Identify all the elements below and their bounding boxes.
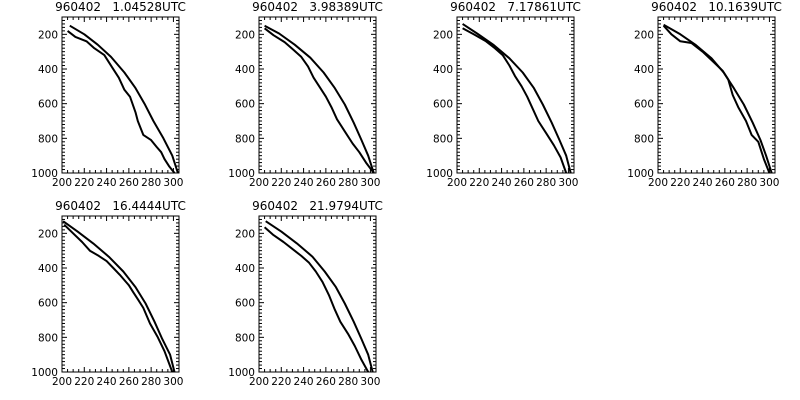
x-tick-label: 220 xyxy=(670,177,690,189)
x-tick-label: 220 xyxy=(74,376,94,388)
x-tick-label: 240 xyxy=(693,177,713,189)
panel-title: 960402 7.17861UTC xyxy=(450,0,581,14)
x-tick-label: 240 xyxy=(294,177,314,189)
y-tick-label: 200 xyxy=(634,29,654,41)
x-tick-label: 240 xyxy=(97,376,117,388)
series-line-smooth xyxy=(663,23,773,174)
x-tick-label: 300 xyxy=(558,177,578,189)
y-tick-label: 600 xyxy=(634,99,654,111)
y-tick-label: 800 xyxy=(38,332,58,344)
x-tick-label: 200 xyxy=(447,177,467,189)
x-tick-label: 200 xyxy=(648,177,668,189)
y-tick-label: 1000 xyxy=(31,168,58,180)
x-tick-label: 280 xyxy=(141,177,161,189)
x-tick-label: 260 xyxy=(514,177,534,189)
x-tick-label: 200 xyxy=(249,376,269,388)
y-tick-label: 200 xyxy=(433,29,453,41)
x-tick-label: 220 xyxy=(271,376,291,388)
panel-title: 960402 1.04528UTC xyxy=(55,0,186,14)
x-tick-label: 260 xyxy=(316,376,336,388)
x-tick-label: 300 xyxy=(360,177,380,189)
x-tick-label: 200 xyxy=(249,177,269,189)
x-tick-label: 240 xyxy=(294,376,314,388)
x-tick-label: 300 xyxy=(360,376,380,388)
y-tick-label: 1000 xyxy=(31,367,58,379)
y-tick-label: 600 xyxy=(235,298,255,310)
y-tick-label: 400 xyxy=(38,263,58,275)
y-tick-label: 600 xyxy=(38,298,58,310)
x-tick-label: 240 xyxy=(492,177,512,189)
series-line-smooth xyxy=(69,24,179,174)
y-tick-label: 200 xyxy=(235,29,255,41)
y-tick-label: 800 xyxy=(38,133,58,145)
y-tick-label: 600 xyxy=(235,99,255,111)
plot-frame xyxy=(61,215,180,373)
y-tick-label: 400 xyxy=(433,64,453,76)
series-line-smooth xyxy=(462,23,572,174)
x-tick-label: 300 xyxy=(163,177,183,189)
series-line-profile xyxy=(662,25,771,174)
x-tick-label: 280 xyxy=(737,177,757,189)
x-tick-label: 260 xyxy=(119,177,139,189)
series-line-profile xyxy=(462,27,568,174)
y-tick-label: 400 xyxy=(634,64,654,76)
x-tick-label: 280 xyxy=(338,177,358,189)
series-line-profile xyxy=(63,223,174,373)
plot-frame xyxy=(657,16,776,174)
x-tick-label: 260 xyxy=(316,177,336,189)
y-tick-label: 1000 xyxy=(228,168,255,180)
y-tick-label: 800 xyxy=(433,133,453,145)
y-tick-label: 400 xyxy=(38,64,58,76)
x-tick-label: 220 xyxy=(469,177,489,189)
plot-frame xyxy=(258,16,377,174)
x-tick-label: 300 xyxy=(759,177,779,189)
panel-title: 960402 16.4444UTC xyxy=(55,199,186,213)
y-tick-label: 600 xyxy=(433,99,453,111)
series-line-smooth xyxy=(62,220,176,373)
panel-title: 960402 3.98389UTC xyxy=(252,0,383,14)
y-tick-label: 800 xyxy=(634,133,654,145)
x-tick-label: 240 xyxy=(97,177,117,189)
series-line-smooth xyxy=(265,220,374,373)
y-tick-label: 1000 xyxy=(627,168,654,180)
panel-title: 960402 10.1639UTC xyxy=(651,0,782,14)
y-tick-label: 400 xyxy=(235,263,255,275)
series-line-profile xyxy=(263,27,375,174)
x-tick-label: 200 xyxy=(52,376,72,388)
x-tick-label: 220 xyxy=(271,177,291,189)
y-tick-label: 1000 xyxy=(426,168,453,180)
series-line-profile xyxy=(263,226,370,373)
panel-title: 960402 21.9794UTC xyxy=(252,199,383,213)
y-tick-label: 1000 xyxy=(228,367,255,379)
x-tick-label: 260 xyxy=(715,177,735,189)
x-tick-label: 220 xyxy=(74,177,94,189)
x-tick-label: 200 xyxy=(52,177,72,189)
y-tick-label: 400 xyxy=(235,64,255,76)
series-line-smooth xyxy=(264,24,375,174)
plot-frame xyxy=(456,16,575,174)
plot-frame xyxy=(258,215,377,373)
x-tick-label: 280 xyxy=(536,177,556,189)
y-tick-label: 800 xyxy=(235,133,255,145)
x-tick-label: 280 xyxy=(338,376,358,388)
y-tick-label: 200 xyxy=(38,228,58,240)
series-line-profile xyxy=(66,30,176,174)
x-tick-label: 260 xyxy=(119,376,139,388)
y-tick-label: 200 xyxy=(235,228,255,240)
x-tick-label: 280 xyxy=(141,376,161,388)
y-tick-label: 200 xyxy=(38,29,58,41)
y-tick-label: 800 xyxy=(235,332,255,344)
y-tick-label: 600 xyxy=(38,99,58,111)
plot-frame xyxy=(61,16,180,174)
x-tick-label: 300 xyxy=(163,376,183,388)
